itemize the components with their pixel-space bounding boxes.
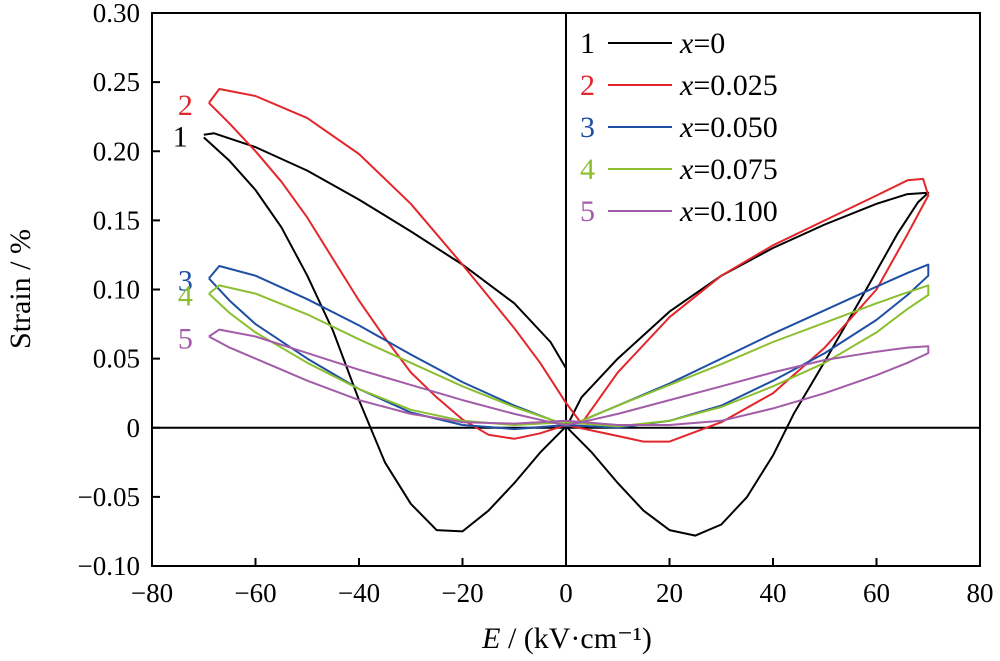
curve-label-3: 3: [178, 264, 193, 297]
x-axis-title: E / (kV·cm⁻¹): [481, 622, 652, 655]
legend-item-1: 1 x=0: [580, 27, 725, 60]
legend-value: =0.100: [693, 195, 777, 228]
legend-number: 3: [580, 111, 595, 144]
x-tick-label: 60: [863, 578, 890, 608]
legend-number: 5: [580, 195, 595, 228]
curve-label-1: 1: [173, 121, 188, 154]
legend-value: =0.075: [693, 153, 777, 186]
x-tick-label: −80: [131, 578, 173, 608]
series-curve-4: [208, 284, 930, 428]
y-tick-label: 0.30: [93, 0, 140, 28]
x-axis-ticks: −80 −60 −40 −20 0 20 40 60 80: [131, 558, 994, 608]
y-tick-label: −0.10: [78, 551, 140, 581]
legend-variable: x: [679, 27, 694, 60]
legend-label: x=0: [679, 27, 725, 60]
legend-item-2: 2 x=0.025: [580, 69, 778, 102]
legend-label: x=0.075: [679, 153, 778, 186]
legend-variable: x: [679, 195, 694, 228]
legend-item-5: 5 x=0.100: [580, 195, 778, 228]
series-curve-2: [208, 88, 930, 443]
curve-label-4: 4: [178, 280, 193, 313]
legend-item-4: 4 x=0.075: [580, 153, 778, 186]
legend-value: =0.025: [693, 69, 777, 102]
legend-label: x=0.050: [679, 111, 778, 144]
y-tick-label: 0: [127, 413, 141, 443]
series-curve-1: [203, 132, 930, 537]
legend-value: =0: [693, 27, 725, 60]
legend-label: x=0.025: [679, 69, 778, 102]
x-tick-label: 0: [559, 578, 573, 608]
y-tick-label: −0.05: [78, 482, 140, 512]
x-tick-label: 20: [656, 578, 683, 608]
x-axis-unit: / (kV·cm⁻¹): [500, 622, 651, 655]
legend-item-3: 3 x=0.050: [580, 111, 778, 144]
curve-labels: 12 34 5: [173, 89, 193, 356]
legend-value: =0.050: [693, 111, 777, 144]
x-tick-label: −20: [441, 578, 483, 608]
legend-number: 1: [580, 27, 595, 60]
y-tick-label: 0.15: [93, 205, 140, 235]
zero-lines: [152, 13, 980, 566]
y-tick-label: 0.20: [93, 136, 140, 166]
x-axis-symbol: E: [481, 622, 500, 655]
curves: [203, 88, 930, 537]
x-tick-label: −60: [234, 578, 276, 608]
legend-number: 4: [580, 153, 595, 186]
series-curve-3: [208, 263, 930, 431]
y-tick-label: 0.25: [93, 67, 140, 97]
legend-number: 2: [580, 69, 595, 102]
curve-label-5: 5: [178, 323, 193, 356]
series-curve-5: [208, 328, 930, 426]
x-tick-label: −40: [338, 578, 380, 608]
legend-label: x=0.100: [679, 195, 778, 228]
y-axis-ticks: 0.30 0.25 0.20 0.15 0.10 0.05 0 −0.05 −0.10: [78, 0, 160, 581]
x-tick-label: 40: [760, 578, 787, 608]
legend-variable: x: [679, 69, 694, 102]
curve-label-2: 2: [178, 89, 193, 122]
x-tick-label: 80: [967, 578, 994, 608]
y-tick-label: 0.05: [93, 344, 140, 374]
legend-variable: x: [679, 111, 694, 144]
legend-variable: x: [679, 153, 694, 186]
y-axis-title: Strain / %: [4, 229, 37, 349]
y-tick-label: 0.10: [93, 275, 140, 305]
